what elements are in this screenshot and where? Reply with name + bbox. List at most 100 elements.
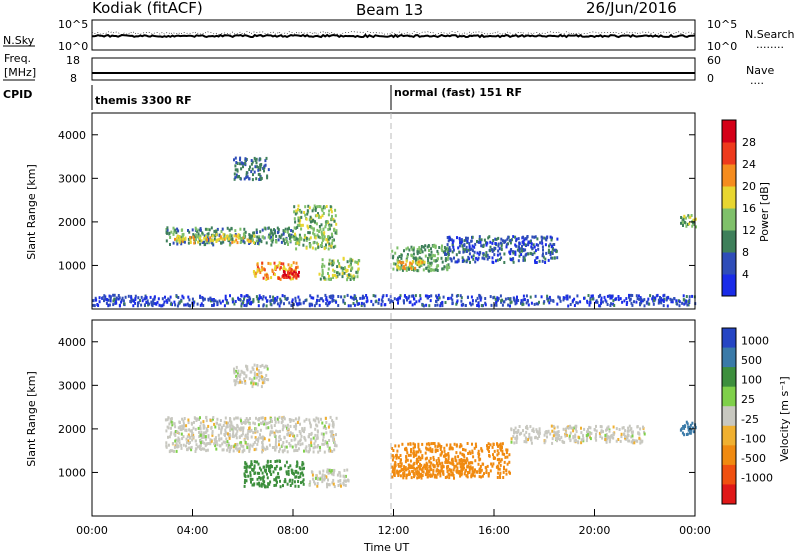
echo-cell xyxy=(251,468,254,472)
echo-cell xyxy=(192,233,195,237)
echo-cell xyxy=(180,242,183,246)
echo-cell xyxy=(321,270,324,274)
echo-cell xyxy=(249,165,251,169)
echo-cell xyxy=(188,446,191,450)
echo-cell xyxy=(299,422,301,426)
echo-cell xyxy=(496,258,499,262)
echo-cell xyxy=(225,234,228,238)
echo-cell xyxy=(248,377,251,381)
echo-cell xyxy=(301,427,304,431)
echo-cell xyxy=(302,482,305,486)
echo-cell xyxy=(423,463,426,467)
echo-cell xyxy=(497,242,500,246)
echo-cell xyxy=(447,248,450,252)
echo-cell xyxy=(540,295,543,299)
echo-cell xyxy=(460,458,463,461)
echo-cell xyxy=(222,232,225,236)
echo-cell xyxy=(286,227,289,231)
echo-cell xyxy=(258,294,261,298)
echo-cell xyxy=(451,293,454,297)
echo-cell xyxy=(370,299,373,303)
echo-cell xyxy=(550,256,553,260)
echo-cell xyxy=(192,433,195,437)
echo-cell xyxy=(178,441,181,445)
echo-cell xyxy=(258,235,261,239)
echo-cell xyxy=(444,460,447,464)
echo-cell xyxy=(508,453,511,457)
echo-cell xyxy=(527,242,530,246)
echo-cell xyxy=(501,452,504,456)
echo-cell xyxy=(639,441,642,445)
echo-cell xyxy=(341,268,344,272)
echo-cell xyxy=(189,241,192,244)
echo-cell xyxy=(538,300,540,304)
echo-cell xyxy=(349,257,352,261)
echo-cell xyxy=(200,447,203,451)
echo-cell xyxy=(492,443,495,446)
echo-cell xyxy=(518,247,521,251)
echo-cell xyxy=(399,294,402,298)
echo-cell xyxy=(253,170,256,174)
echo-cell xyxy=(423,260,426,264)
echo-cell xyxy=(345,270,348,273)
echo-cell xyxy=(503,300,506,304)
echo-cell xyxy=(260,416,263,420)
echo-cell xyxy=(518,242,521,246)
echo-cell xyxy=(686,432,689,436)
echo-cell xyxy=(321,473,324,477)
echo-cell xyxy=(558,297,561,301)
echo-cell xyxy=(549,432,552,436)
echo-cell xyxy=(332,217,335,221)
echo-cell xyxy=(176,236,178,240)
echo-cell xyxy=(682,425,685,428)
echo-cell xyxy=(447,452,450,455)
echo-cell xyxy=(444,457,447,461)
echo-cell xyxy=(258,471,261,475)
echo-cell xyxy=(566,294,569,298)
echo-cell xyxy=(254,436,257,440)
echo-cell xyxy=(527,438,529,442)
echo-cell xyxy=(250,170,253,174)
echo-cell xyxy=(436,269,439,272)
echo-cell xyxy=(475,256,478,260)
echo-cell xyxy=(450,446,453,450)
echo-cell xyxy=(435,266,438,270)
echo-cell xyxy=(286,433,289,437)
echo-cell xyxy=(302,300,305,304)
echo-cell xyxy=(452,239,455,243)
echo-cell xyxy=(269,460,272,463)
echo-cell xyxy=(418,248,421,252)
echo-cell xyxy=(315,437,318,441)
echo-cell xyxy=(321,272,324,276)
echo-cell xyxy=(663,297,666,301)
echo-cell xyxy=(440,465,443,469)
echo-cell xyxy=(309,480,312,484)
echo-cell xyxy=(311,219,314,223)
echo-cell xyxy=(692,218,695,222)
echo-cell xyxy=(464,459,467,463)
echo-cell xyxy=(329,205,332,209)
echo-cell xyxy=(277,228,280,232)
echo-cell xyxy=(461,461,464,465)
echo-cell xyxy=(298,221,301,225)
echo-cell xyxy=(321,262,324,266)
echo-cell xyxy=(564,434,567,438)
echo-cell xyxy=(573,297,576,301)
echo-cell xyxy=(426,294,429,298)
echo-cell xyxy=(444,259,447,263)
echo-cell xyxy=(306,209,309,213)
echo-cell xyxy=(471,451,474,455)
echo-cell xyxy=(261,378,264,381)
echo-cell xyxy=(335,444,338,448)
echo-cell xyxy=(118,296,121,300)
echo-cell xyxy=(346,293,349,297)
echo-cell xyxy=(667,296,670,300)
echo-cell xyxy=(504,297,507,301)
echo-cell xyxy=(353,276,355,280)
echo-cell xyxy=(179,237,182,241)
echo-cell xyxy=(288,301,291,305)
echo-cell xyxy=(608,429,611,433)
echo-cell xyxy=(264,364,267,368)
echo-cell xyxy=(435,294,438,298)
echo-cell xyxy=(321,480,324,484)
